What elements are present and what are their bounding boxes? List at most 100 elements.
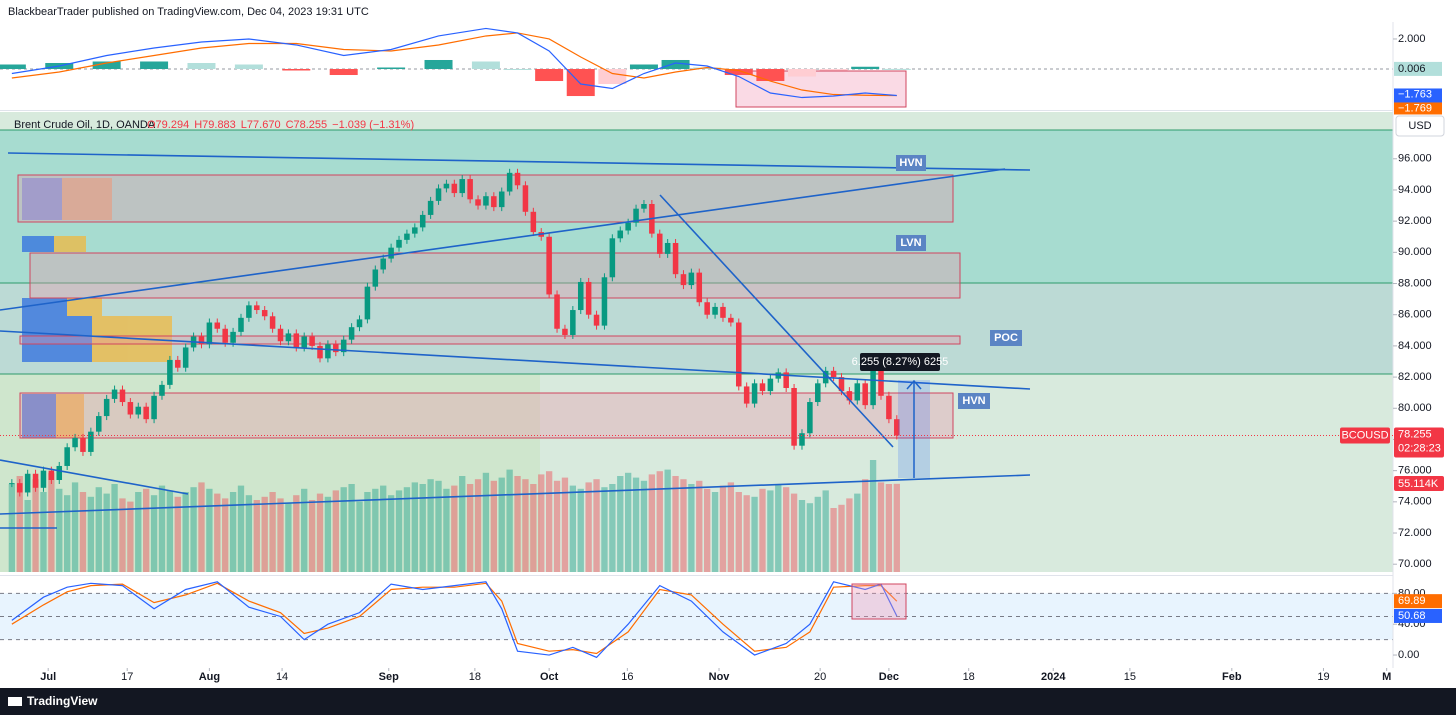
candle [522, 185, 529, 212]
volume-bar [767, 490, 774, 572]
candle [317, 345, 323, 359]
x-tick-label: Sep [379, 671, 399, 683]
volume-layer [8, 460, 900, 572]
x-tick-label: 16 [621, 671, 633, 683]
currency-button[interactable] [1395, 115, 1445, 137]
volume-bar [711, 492, 719, 572]
currency[interactable]: USD [1408, 120, 1431, 132]
volume-bar [538, 474, 545, 572]
annotations: HVN LVN POC HVN [896, 155, 1022, 409]
y-tick-label: 74.000 [1398, 496, 1432, 508]
volume-bar [680, 479, 687, 572]
macd-histogram [882, 68, 911, 70]
macd-tag: −1.763 [1398, 88, 1432, 100]
volume-bar [293, 495, 300, 572]
annotation: HVN [962, 395, 985, 407]
symbol-title: Brent Crude Oil, 1D, OANDA [14, 119, 156, 131]
volume-bar [127, 501, 134, 572]
profile-bar [22, 394, 56, 438]
candle [601, 277, 608, 326]
measure-label-bg [860, 353, 940, 371]
trend-line [0, 474, 1031, 515]
candle [80, 437, 86, 452]
candle [894, 419, 900, 436]
volume-bar [111, 484, 118, 572]
volume-bar [95, 487, 102, 572]
macd-tag-bg [1394, 61, 1442, 76]
candles [9, 168, 900, 497]
candle [609, 238, 616, 278]
candle [127, 402, 134, 415]
annotation-bg [896, 235, 926, 251]
candle [554, 294, 560, 329]
candle [119, 389, 126, 403]
legend-value: C78.255 [286, 119, 328, 131]
volume-bar [190, 487, 197, 572]
candle [380, 258, 386, 270]
volume-bar [719, 485, 727, 572]
volume-bar [79, 492, 87, 572]
candle [309, 336, 315, 346]
macd-histogram [693, 67, 722, 70]
volume-bar [609, 484, 616, 572]
y-tick-label: 72.000 [1398, 527, 1432, 539]
volume-bar [32, 479, 39, 572]
profile-bar [56, 394, 84, 438]
macd-tick-label: 2.000 [1398, 33, 1426, 45]
volume-bar [56, 488, 63, 572]
x-tick-label: Dec [879, 671, 899, 683]
volume-bar [380, 485, 387, 572]
candle [435, 188, 442, 201]
volume-bar [198, 482, 205, 572]
candle [878, 367, 884, 396]
candle [32, 473, 39, 488]
profile-bar [22, 236, 54, 252]
annotation: HVN [899, 157, 922, 169]
volume-bar [885, 484, 893, 572]
candle [467, 179, 473, 200]
candle [854, 383, 861, 401]
stoch-tag: 69.89 [1398, 595, 1426, 607]
volume-bar [71, 482, 79, 572]
macd-histogram [471, 61, 500, 70]
candle [530, 211, 537, 233]
volume-bar [806, 503, 814, 572]
legend-value: H79.883 [194, 119, 236, 131]
candle [261, 310, 268, 317]
candle [672, 242, 679, 275]
zone-box [29, 252, 961, 299]
y-tick-label: 84.000 [1398, 340, 1432, 352]
candle [356, 319, 363, 328]
volume-bar [87, 496, 95, 572]
volume-bar [277, 498, 284, 572]
volume-bar [656, 471, 663, 572]
candle [483, 196, 489, 206]
stoch-tag-bg [1394, 594, 1442, 609]
volume-bar [704, 488, 711, 572]
candle [64, 447, 70, 466]
candle [807, 402, 813, 434]
volume-bar [585, 482, 592, 572]
candle [293, 333, 300, 348]
candle [103, 398, 110, 417]
candle [175, 359, 181, 368]
volume-bar [545, 471, 553, 572]
candle [625, 222, 631, 231]
volume-bar [530, 484, 537, 572]
macd-histogram [377, 67, 406, 70]
trend-line [0, 168, 1006, 311]
signal-tag-bg [1394, 102, 1442, 115]
volume-bar [332, 490, 339, 572]
candle [325, 344, 331, 359]
candle [151, 395, 157, 420]
profile-bar [22, 178, 62, 220]
candle [656, 233, 663, 254]
volume-bar [324, 496, 332, 572]
candle [40, 470, 47, 488]
volume-profile [22, 178, 172, 438]
volume-bar [364, 492, 371, 572]
profile-bar [67, 298, 102, 316]
candle [364, 286, 371, 320]
annotation: POC [994, 332, 1018, 344]
volume-bar [16, 476, 23, 572]
